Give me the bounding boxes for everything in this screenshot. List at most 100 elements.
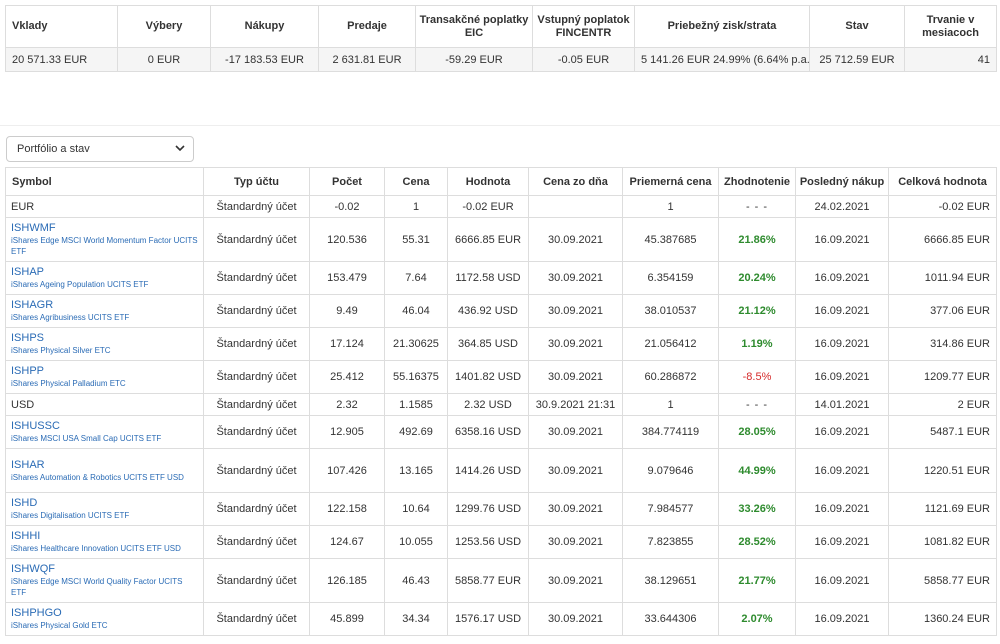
summary-header: Predaje — [318, 5, 416, 48]
summary-header: Transakčné poplatky EIC — [415, 5, 533, 48]
symbol-ticker[interactable]: ISHWQF — [11, 563, 55, 575]
total-value-cell: 1209.77 EUR — [888, 360, 997, 394]
column-header[interactable]: Priemerná cena — [622, 167, 719, 196]
price-date-cell — [528, 195, 623, 218]
last-purchase-cell: 16.09.2021 — [795, 327, 889, 361]
table-row: ISHAR iShares Automation & Robotics UCITS… — [5, 448, 997, 493]
price-cell: 21.30625 — [384, 327, 448, 361]
price-cell: 7.64 — [384, 261, 448, 295]
symbol-description[interactable]: iShares Agribusiness UCITS ETF — [11, 313, 130, 322]
summary-table: Vklady Výbery Nákupy Predaje Transakčné … — [5, 5, 997, 72]
summary-header: Stav — [809, 5, 905, 48]
account-type-cell: Štandardný účet — [203, 448, 310, 493]
column-header[interactable]: Počet — [309, 167, 385, 196]
price-date-cell: 30.09.2021 — [528, 525, 623, 559]
table-row: ISHWQF iShares Edge MSCI World Quality Fa… — [5, 558, 997, 603]
last-purchase-cell: 16.09.2021 — [795, 448, 889, 493]
symbol-description[interactable]: iShares Physical Palladium ETC — [11, 379, 126, 388]
average-price-cell: 7.984577 — [622, 492, 719, 526]
symbol-ticker[interactable]: ISHUSSC — [11, 420, 60, 432]
summary-value: 5 141.26 EUR 24.99% (6.64% p.a.) — [634, 47, 810, 72]
gain-cell: 33.26% — [718, 492, 796, 526]
symbol-description[interactable]: iShares Healthcare Innovation UCITS ETF … — [11, 544, 181, 553]
symbol-ticker[interactable]: ISHD — [11, 497, 38, 509]
column-header[interactable]: Hodnota — [447, 167, 529, 196]
column-header[interactable]: Celková hodnota — [888, 167, 997, 196]
column-header[interactable]: Symbol — [5, 167, 204, 196]
summary-header: Nákupy — [210, 5, 319, 48]
value-cell: 5858.77 EUR — [447, 558, 529, 603]
price-date-cell: 30.09.2021 — [528, 492, 623, 526]
value-cell: 1414.26 USD — [447, 448, 529, 493]
symbol-cell: ISHUSSC iShares MSCI USA Small Cap UCITS … — [5, 415, 204, 449]
value-cell: 2.32 USD — [447, 393, 529, 416]
symbol-description[interactable]: iShares Edge MSCI World Quality Factor U… — [11, 577, 183, 597]
count-cell: 45.899 — [309, 602, 385, 636]
average-price-cell: 384.774119 — [622, 415, 719, 449]
column-header[interactable]: Cena — [384, 167, 448, 196]
total-value-cell: 6666.85 EUR — [888, 217, 997, 262]
total-value-cell: 377.06 EUR — [888, 294, 997, 328]
symbol-description[interactable]: iShares Physical Silver ETC — [11, 346, 111, 355]
summary-value: 2 631.81 EUR — [318, 47, 416, 72]
symbol-description[interactable]: iShares Automation & Robotics UCITS ETF … — [11, 472, 184, 482]
symbol-ticker[interactable]: ISHPS — [11, 332, 45, 344]
price-date-cell: 30.09.2021 — [528, 602, 623, 636]
last-purchase-cell: 16.09.2021 — [795, 602, 889, 636]
count-cell: 124.67 — [309, 525, 385, 559]
symbol-cell: ISHPS iShares Physical Silver ETC — [5, 327, 204, 361]
symbol-description[interactable]: iShares Edge MSCI World Momentum Factor … — [11, 236, 198, 256]
total-value-cell: 1360.24 EUR — [888, 602, 997, 636]
average-price-cell: 1 — [622, 195, 719, 218]
symbol-description[interactable]: iShares Ageing Population UCITS ETF — [11, 280, 149, 289]
average-price-cell: 6.354159 — [622, 261, 719, 295]
symbol-ticker[interactable]: ISHHI — [11, 530, 41, 542]
symbol-ticker[interactable]: ISHPP — [11, 365, 45, 377]
value-cell: 1576.17 USD — [447, 602, 529, 636]
gain-cell: - - - — [718, 393, 796, 416]
gain-cell: 21.86% — [718, 217, 796, 262]
gain-cell: 44.99% — [718, 448, 796, 493]
symbol-ticker[interactable]: ISHPHGO — [11, 607, 62, 619]
count-cell: 120.536 — [309, 217, 385, 262]
summary-header: Vstupný poplatok FINCENTR — [532, 5, 635, 48]
symbol-cell: ISHHI iShares Healthcare Innovation UCITS… — [5, 525, 204, 559]
symbol-ticker[interactable]: ISHAP — [11, 266, 45, 278]
view-select-value: Portfólio a stav — [17, 143, 90, 155]
last-purchase-cell: 16.09.2021 — [795, 492, 889, 526]
average-price-cell: 7.823855 — [622, 525, 719, 559]
last-purchase-cell: 16.09.2021 — [795, 294, 889, 328]
symbol-ticker[interactable]: ISHAR — [11, 458, 45, 471]
symbol-description[interactable]: iShares Digitalisation UCITS ETF — [11, 511, 130, 520]
value-cell: 1299.76 USD — [447, 492, 529, 526]
column-header[interactable]: Cena zo dňa — [528, 167, 623, 196]
symbol-cell: ISHWMF iShares Edge MSCI World Momentum F… — [5, 217, 204, 262]
table-row: USD Štandardný účet 2.32 1.1585 2.32 USD 30.9… — [5, 393, 997, 416]
gain-cell: 21.77% — [718, 558, 796, 603]
symbol-cell: USD — [5, 393, 204, 416]
column-header[interactable]: Typ účtu — [203, 167, 310, 196]
column-header[interactable]: Zhodnotenie — [718, 167, 796, 196]
symbol-ticker[interactable]: ISHAGR — [11, 299, 54, 311]
summary-value: 20 571.33 EUR — [5, 47, 118, 72]
price-date-cell: 30.09.2021 — [528, 261, 623, 295]
total-value-cell: 1011.94 EUR — [888, 261, 997, 295]
view-select[interactable]: Portfólio a stav — [6, 136, 194, 162]
column-header[interactable]: Posledný nákup — [795, 167, 889, 196]
symbol-description[interactable]: iShares Physical Gold ETC — [11, 621, 108, 630]
symbol-cell: ISHWQF iShares Edge MSCI World Quality Fa… — [5, 558, 204, 603]
gain-cell: 2.07% — [718, 602, 796, 636]
average-price-cell: 21.056412 — [622, 327, 719, 361]
price-date-cell: 30.09.2021 — [528, 415, 623, 449]
summary-values-row: 20 571.33 EUR 0 EUR -17 183.53 EUR 2 631… — [5, 47, 997, 72]
total-value-cell: 1220.51 EUR — [888, 448, 997, 493]
gain-cell: 21.12% — [718, 294, 796, 328]
total-value-cell: 5487.1 EUR — [888, 415, 997, 449]
summary-header-row: Vklady Výbery Nákupy Predaje Transakčné … — [5, 5, 997, 48]
price-date-cell: 30.9.2021 21:31 — [528, 393, 623, 416]
account-type-cell: Štandardný účet — [203, 217, 310, 262]
table-row: ISHWMF iShares Edge MSCI World Momentum F… — [5, 217, 997, 262]
gain-cell: 20.24% — [718, 261, 796, 295]
symbol-ticker[interactable]: ISHWMF — [11, 222, 56, 234]
symbol-description[interactable]: iShares MSCI USA Small Cap UCITS ETF — [11, 434, 162, 443]
